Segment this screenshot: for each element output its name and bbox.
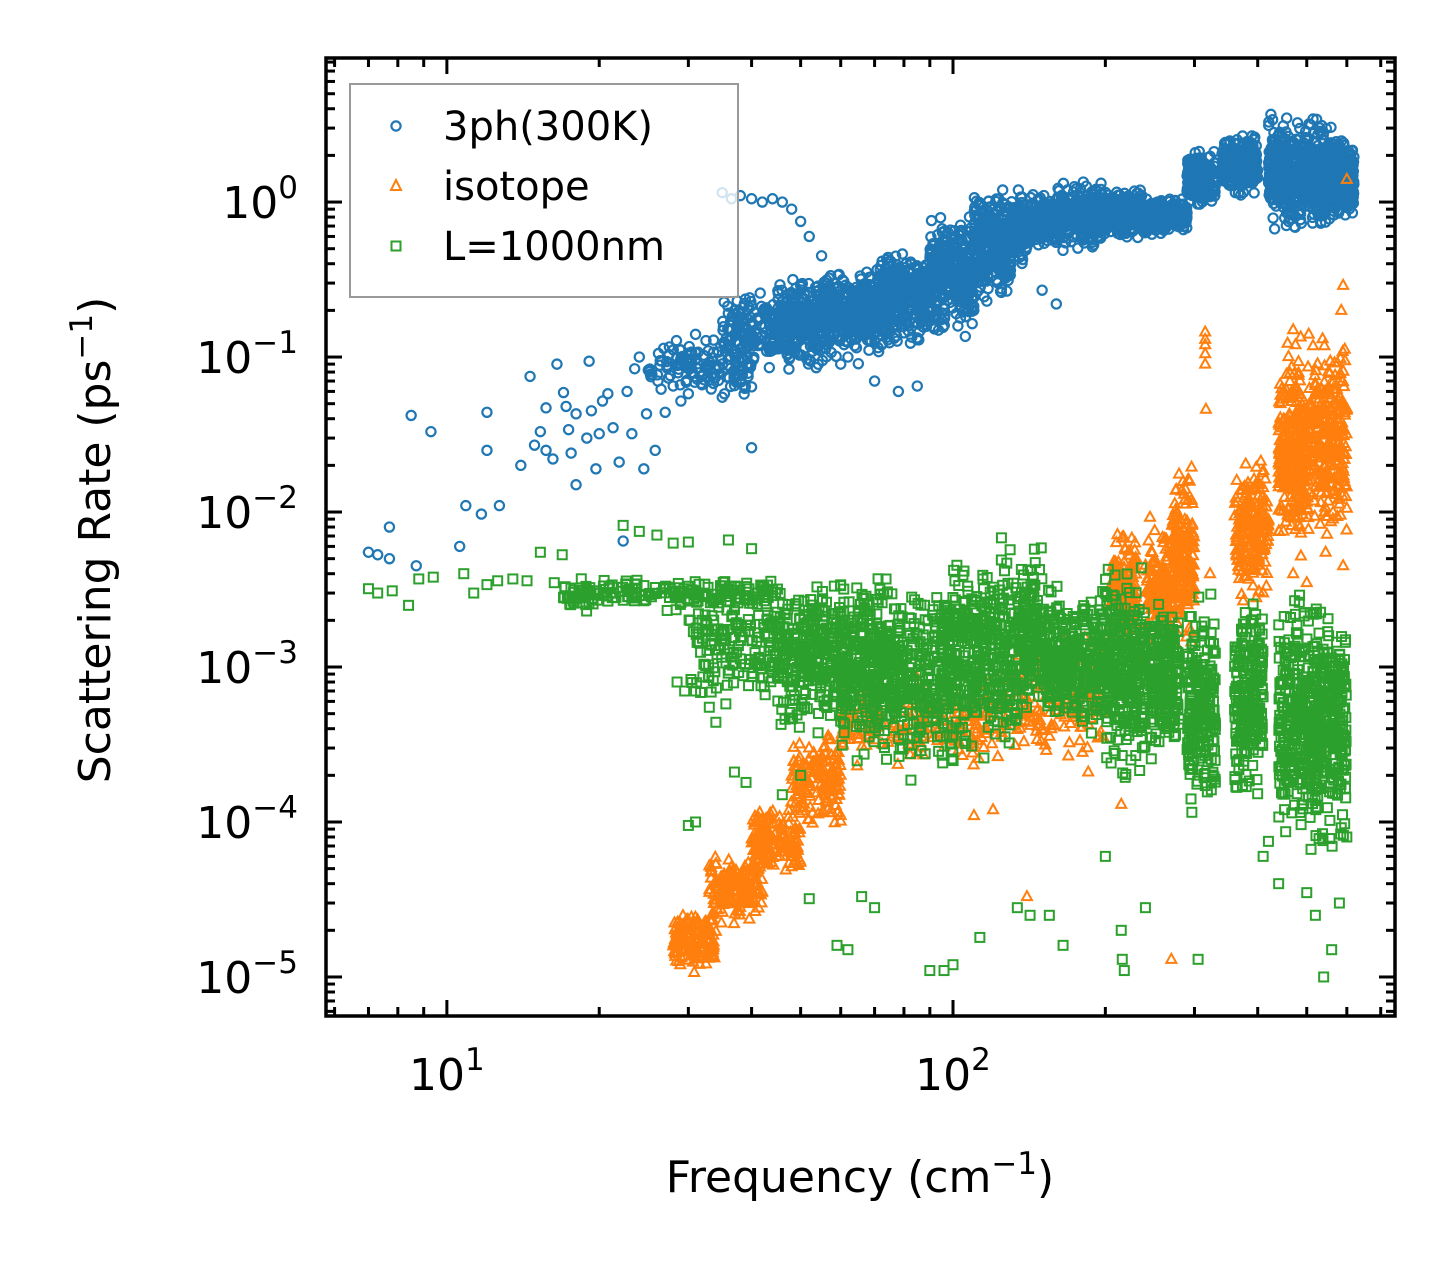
data-point [697,349,710,361]
data-point [707,334,720,346]
data-point [745,381,758,393]
data-point [852,357,865,370]
data-point [643,365,656,378]
data-point [790,282,802,294]
data-point [757,306,769,318]
series-3ph-300k- [362,108,1360,572]
data-point [827,326,839,339]
data-point [787,332,799,345]
data-point [733,317,745,330]
data-point [781,300,794,312]
data-point [785,343,797,356]
data-point [663,341,676,353]
data-point [738,388,750,400]
data-point [733,337,746,350]
data-point [729,328,741,340]
data-point [735,365,748,377]
data-point [865,335,877,347]
data-point [676,350,689,363]
data-point [793,349,806,361]
data-point [797,292,809,304]
data-point [810,332,823,345]
data-point [747,353,760,366]
data-point [709,371,722,384]
data-point [759,320,771,333]
data-markers [362,108,1360,983]
data-point [692,346,704,358]
data-point [802,300,814,312]
data-point [749,324,761,337]
data-point [720,332,733,344]
data-point [755,300,768,313]
data-point [723,335,735,347]
data-point [700,334,712,347]
data-point [674,344,686,356]
data-point [661,355,673,368]
data-point [722,353,734,365]
data-point [872,345,885,358]
data-point [763,361,776,374]
data-point [772,329,785,341]
data-point [717,321,730,333]
data-point [720,371,733,383]
data-point [852,328,864,340]
data-point [661,360,673,373]
data-point [755,330,767,343]
data-point [730,358,742,371]
data-point [691,373,703,386]
data-point [683,362,695,375]
data-point [688,376,701,388]
data-point [816,354,829,367]
data-point [782,340,795,353]
data-point [789,313,802,325]
data-point [662,372,675,384]
data-point [707,355,719,367]
data-point [783,363,795,375]
data-point [692,358,704,370]
data-point [646,368,658,381]
data-point [783,321,795,333]
data-point [754,287,766,299]
data-point [663,348,675,361]
data-point [671,358,684,370]
